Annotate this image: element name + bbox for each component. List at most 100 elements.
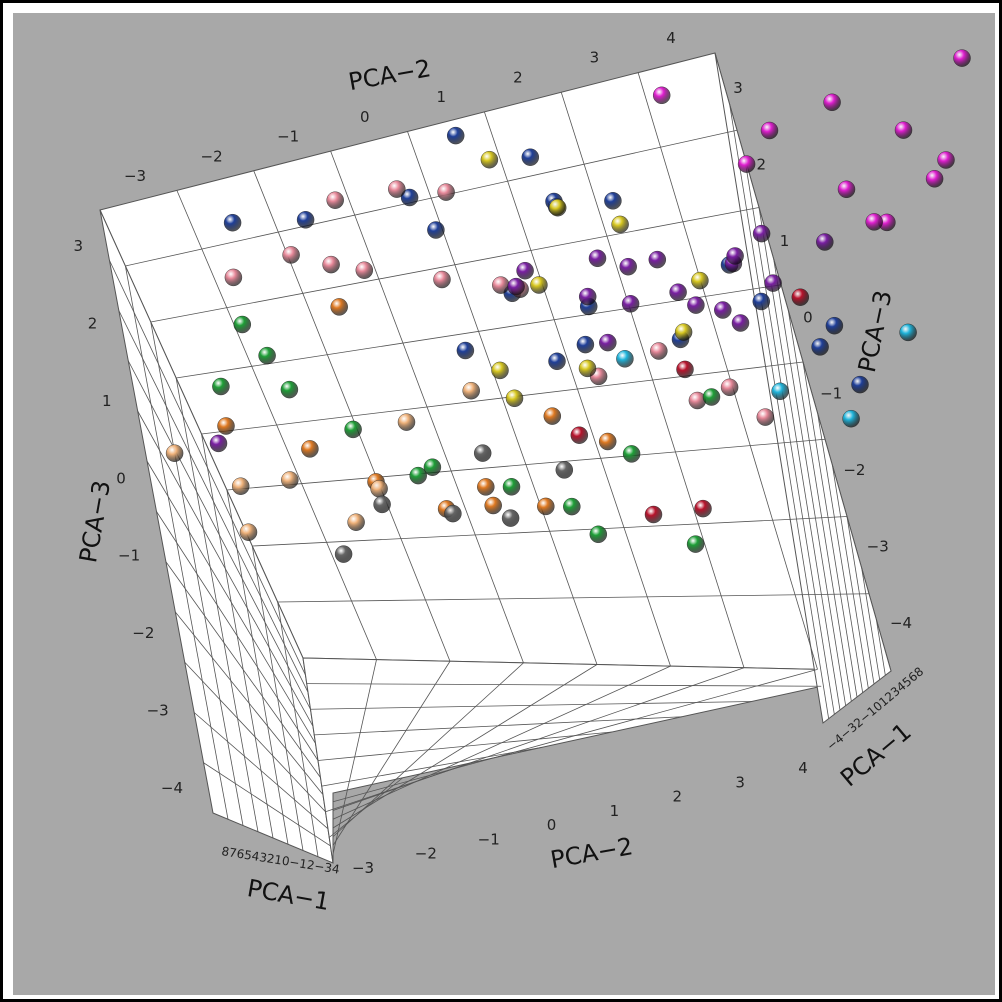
plot-area[interactable]: −3 −2 −1 0 1 2 3 4 3 2 1 0 −1 −2 −3 −4 3 2 1 0 −1 −2 −3 −4 −3 −2 −… <box>13 13 995 995</box>
gridline <box>184 661 326 813</box>
data-point <box>355 261 373 279</box>
tick-label-top-pca2: 2 <box>513 68 523 86</box>
gridline <box>310 701 752 710</box>
tick-label-bottom-pca2: −1 <box>478 830 500 848</box>
data-point <box>165 444 184 462</box>
data-point <box>555 461 573 479</box>
data-point <box>953 49 971 67</box>
data-point <box>576 335 595 354</box>
tick-label-right-pca3: 0 <box>803 308 813 326</box>
data-point <box>937 151 955 169</box>
data-point <box>771 382 789 400</box>
gridlines <box>109 72 886 857</box>
data-point <box>756 408 774 426</box>
data-point <box>726 247 744 265</box>
data-point <box>537 497 555 516</box>
data-point <box>731 314 750 332</box>
tick-label-bottom-pca2: 4 <box>798 759 808 777</box>
data-point <box>330 298 348 316</box>
tick-label-right-pca3: 3 <box>733 79 743 97</box>
gridline <box>201 361 804 435</box>
gridline <box>127 360 311 710</box>
data-point <box>521 148 539 166</box>
axis-title-pca1-bottom-left: PCA−1 <box>245 874 332 916</box>
data-point <box>373 495 391 514</box>
gridline <box>743 155 835 715</box>
data-point <box>502 478 521 496</box>
gridline <box>861 567 881 680</box>
data-point <box>334 545 353 563</box>
data-point <box>397 413 416 431</box>
gridline <box>314 716 682 736</box>
data-point <box>322 255 340 274</box>
data-point <box>899 323 917 342</box>
gridline <box>137 410 314 727</box>
data-point <box>507 277 525 296</box>
data-point <box>548 352 566 370</box>
data-point <box>477 478 495 496</box>
gridline <box>802 361 858 698</box>
data-point <box>480 150 499 169</box>
data-point <box>530 276 548 294</box>
data-point <box>816 233 834 251</box>
tick-label-top-pca2: −3 <box>124 167 146 185</box>
gridline <box>203 762 331 847</box>
data-point <box>280 380 299 399</box>
tick-label-top-pca2: 3 <box>590 49 600 67</box>
data-point <box>611 215 629 234</box>
tick-label-bottom-pca2: 0 <box>547 816 557 834</box>
data-point <box>209 434 228 453</box>
tick-label-bottom-pca2: −2 <box>415 845 437 863</box>
data-point <box>233 315 252 334</box>
data-point <box>427 221 445 239</box>
gridline <box>328 777 404 838</box>
data-point <box>676 360 694 379</box>
data-point <box>825 317 844 335</box>
data-point <box>791 288 809 306</box>
tick-label-left-pca3: −2 <box>132 624 154 642</box>
data-point <box>505 389 524 407</box>
tick-label-top-pca2: 0 <box>360 108 370 126</box>
data-point <box>764 274 782 292</box>
tick-label-right-pca3: 1 <box>780 232 790 250</box>
data-point <box>543 407 561 425</box>
tick-label-left-pca3: −4 <box>161 779 183 797</box>
data-point <box>674 323 693 341</box>
data-point <box>579 287 597 306</box>
data-point <box>588 249 607 268</box>
gridline <box>146 461 316 744</box>
tick-label-left-pca3: 0 <box>116 469 126 487</box>
data-point <box>752 292 770 311</box>
data-point <box>894 121 913 139</box>
data-point <box>865 213 883 231</box>
gridline <box>165 561 321 778</box>
tick-label-right-pca3: −4 <box>890 614 912 632</box>
gridline <box>193 712 329 830</box>
data-point <box>282 246 300 264</box>
data-point <box>925 170 944 188</box>
tick-label-right-pca3: −3 <box>867 538 889 556</box>
data-point <box>720 378 739 396</box>
axis-title-pca2-top: PCA−2 <box>346 54 433 96</box>
data-point <box>433 270 451 289</box>
tick-label-left-pca3: −1 <box>118 547 140 565</box>
data-point <box>224 268 243 287</box>
gridline <box>277 593 870 603</box>
tick-label-right-pca3: −2 <box>843 461 865 479</box>
data-point <box>570 426 588 444</box>
data-point <box>444 504 462 523</box>
data-point <box>347 513 365 531</box>
data-point <box>823 93 841 112</box>
data-point <box>837 180 856 199</box>
scatter-3d-plot[interactable]: −3 −2 −1 0 1 2 3 4 3 2 1 0 −1 −2 −3 −4 3 2 1 0 −1 −2 −3 −4 −3 −2 −… <box>13 13 995 995</box>
data-point <box>388 180 406 198</box>
data-point <box>622 445 641 463</box>
gridline <box>817 413 864 693</box>
data-point <box>296 211 315 229</box>
data-point <box>842 410 860 428</box>
gridline <box>175 611 324 795</box>
data-point <box>484 496 502 515</box>
data-point <box>491 361 509 380</box>
data-point <box>619 258 637 276</box>
data-point <box>737 155 756 173</box>
